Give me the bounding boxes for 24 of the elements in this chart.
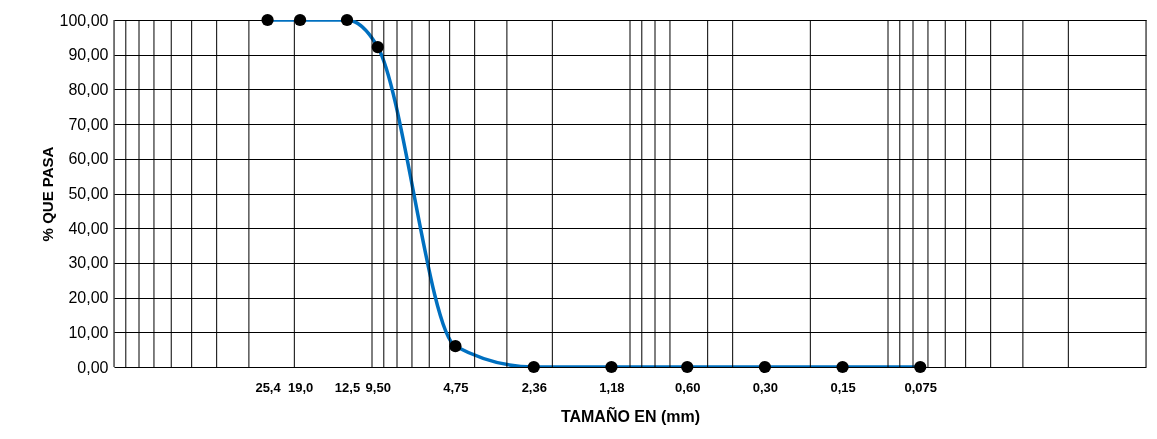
x-tick-label: 1,18 [599,379,625,395]
x-tick-label: 0,30 [752,379,779,395]
y-tick-label: 60,00 [68,150,109,168]
x-tick-label: 4,75 [443,379,469,395]
x-tick-label: 9,50 [365,379,391,395]
x-tick-label: 12,5 [334,379,361,395]
y-axis-title: % QUE PASA [38,146,56,242]
y-tick-label: 50,00 [68,185,109,202]
x-tick-label: 2,36 [521,379,547,395]
y-tick-label: 100,00 [59,11,109,29]
y-tick-label: 90,00 [68,46,109,64]
y-tick-label: 20,00 [68,289,109,307]
x-tick-label: 19,0 [287,379,314,395]
x-axis-title: TAMAÑO EN (mm) [560,405,701,425]
y-tick-label: 10,00 [68,323,109,341]
x-tick-label: 0,60 [675,379,701,395]
y-tick-label: 40,00 [68,219,109,237]
y-tick-label: 0,00 [77,358,109,376]
x-tick-label: 0,15 [830,379,856,395]
y-tick-label: 70,00 [68,115,109,133]
x-tick-label: 0,075 [904,379,938,395]
y-tick-label: 30,00 [68,254,109,272]
y-tick-label: 80,00 [68,80,109,98]
x-tick-label: 25,4 [255,379,282,395]
